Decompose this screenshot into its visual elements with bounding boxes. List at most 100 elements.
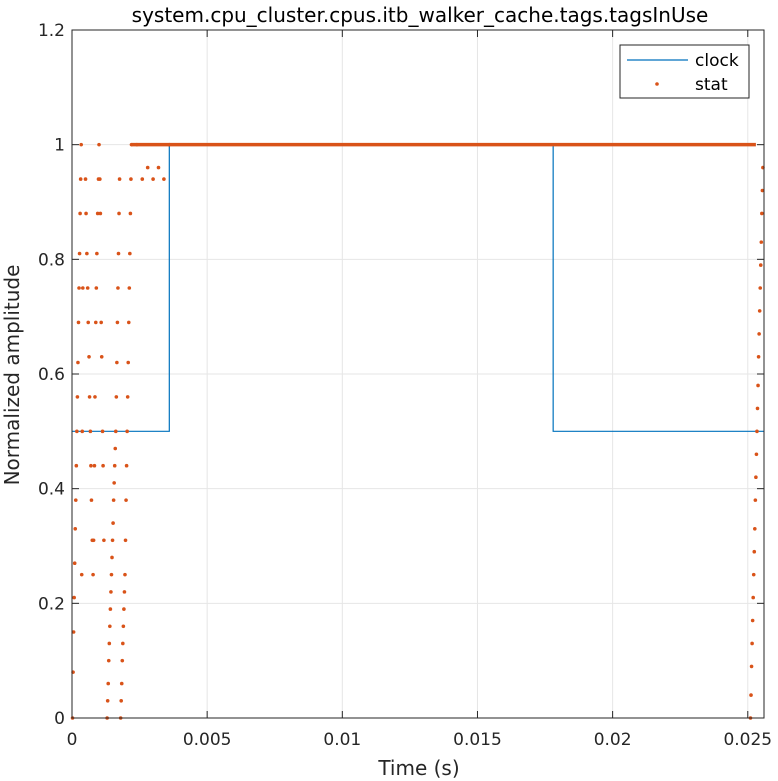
stat-point xyxy=(119,681,124,686)
clock-line xyxy=(72,144,764,432)
stat-point xyxy=(77,251,82,256)
stat-point xyxy=(73,527,78,531)
stat-point xyxy=(91,538,96,543)
x-tick-label: 0.005 xyxy=(183,730,232,750)
stat-point xyxy=(98,211,103,216)
stat-point xyxy=(127,286,132,290)
stat-point xyxy=(106,658,111,663)
y-tick-label: 0.8 xyxy=(38,250,65,270)
stat-point xyxy=(102,538,106,543)
stat-point xyxy=(117,177,122,181)
stat-point xyxy=(117,211,121,216)
stat-point xyxy=(754,452,759,457)
stat-point xyxy=(83,177,88,181)
stat-point xyxy=(128,251,132,256)
stat-point xyxy=(108,624,112,629)
stat-point xyxy=(123,538,128,543)
stat-point xyxy=(71,630,76,634)
stat-point xyxy=(128,211,133,216)
stat-point xyxy=(122,607,126,611)
stat-point xyxy=(107,641,112,646)
y-tick-label: 0.4 xyxy=(38,480,65,500)
stat-point xyxy=(752,549,757,554)
stat-point xyxy=(110,538,115,543)
stat-point xyxy=(79,142,83,147)
stat-point xyxy=(758,286,763,290)
stat-point xyxy=(122,590,127,594)
stat-point xyxy=(757,309,762,313)
stat-point xyxy=(109,590,113,594)
stat-point xyxy=(749,693,753,697)
stat-point xyxy=(79,572,84,577)
stat-point xyxy=(126,320,131,325)
stat-point xyxy=(91,572,95,577)
stat-point xyxy=(123,572,127,577)
stat-point xyxy=(97,142,101,147)
stat-point xyxy=(750,618,755,623)
stat-point xyxy=(124,498,128,502)
stat-point xyxy=(99,355,104,359)
stat-point xyxy=(114,395,119,399)
stat-point xyxy=(750,641,754,646)
stat-point xyxy=(89,463,93,468)
y-tick-label: 0 xyxy=(54,709,65,729)
stat-point xyxy=(140,177,145,181)
x-tick-label: 0.025 xyxy=(723,730,772,750)
stat-point xyxy=(105,699,110,703)
stat-point xyxy=(749,664,754,669)
stat-point xyxy=(115,320,120,325)
stat-point xyxy=(80,429,85,434)
stat-point xyxy=(75,395,80,399)
y-tick-label: 1 xyxy=(54,136,65,156)
stat-point xyxy=(116,286,120,290)
y-axis-label: Normalized amplitude xyxy=(0,265,24,486)
x-tick-label: 0.015 xyxy=(453,730,502,750)
stat-point xyxy=(754,475,758,480)
stat-point xyxy=(94,286,99,290)
stat-point xyxy=(93,320,98,325)
stat-point xyxy=(76,360,80,365)
stat-point xyxy=(116,251,121,256)
stat-point xyxy=(78,177,83,181)
stat-point xyxy=(145,165,150,170)
stat-point xyxy=(108,607,113,611)
stat-point xyxy=(112,481,116,485)
stat-point xyxy=(756,355,761,359)
stat-point xyxy=(119,699,123,703)
stat-point xyxy=(81,286,85,290)
stat-point xyxy=(121,624,126,629)
stat-point xyxy=(86,320,91,325)
stat-point xyxy=(92,463,97,468)
stat-point xyxy=(93,395,97,399)
stat-point xyxy=(755,429,759,434)
stat-point xyxy=(125,395,130,399)
stat-point xyxy=(98,177,102,181)
stat-point xyxy=(75,429,79,434)
y-tick-label: 0.2 xyxy=(38,594,65,614)
stat-point xyxy=(755,406,760,411)
x-tick-label: 0.01 xyxy=(323,730,361,750)
stat-point xyxy=(756,383,760,388)
stat-series xyxy=(70,142,765,720)
stat-point xyxy=(84,211,88,216)
stat-point xyxy=(111,521,115,525)
stat-point xyxy=(88,429,93,434)
stat-point xyxy=(100,429,105,434)
stat-point xyxy=(73,498,78,502)
stat-point xyxy=(125,429,129,434)
stat-point xyxy=(112,463,117,468)
stat-point xyxy=(124,463,129,468)
y-tick-label: 1.2 xyxy=(38,21,65,41)
stat-point xyxy=(74,463,79,468)
stat-point xyxy=(115,360,119,365)
stat-point xyxy=(751,572,756,577)
x-tick-label: 0.02 xyxy=(594,730,632,750)
stat-point xyxy=(87,395,92,399)
stat-point xyxy=(110,555,114,560)
stat-point xyxy=(78,211,82,216)
stat-point xyxy=(126,360,131,365)
stat-point xyxy=(85,251,89,256)
stat-point xyxy=(95,251,99,256)
stat-point xyxy=(759,240,764,244)
